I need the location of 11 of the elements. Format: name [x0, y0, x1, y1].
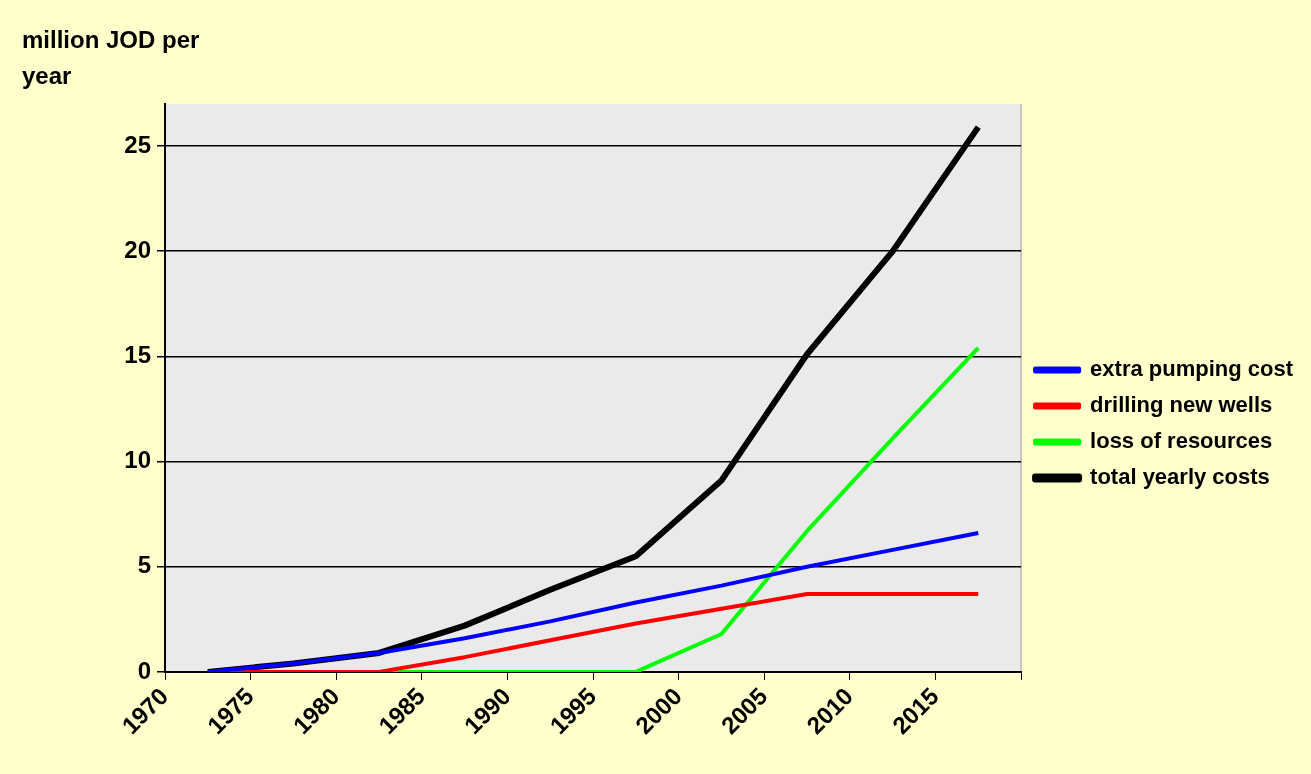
y-tick-label: 15: [124, 341, 151, 369]
legend-label: loss of resources: [1090, 428, 1273, 454]
y-tick-label: 10: [124, 446, 151, 474]
y-axis-title: million JOD per year: [18, 22, 251, 94]
y-tick-label: 5: [137, 551, 151, 579]
y-tick-label: 0: [137, 656, 151, 684]
y-tick-label: 20: [124, 235, 151, 263]
legend-label: drilling new wells: [1090, 392, 1273, 418]
legend-label: total yearly costs: [1090, 464, 1270, 490]
legend-label: extra pumping cost: [1090, 356, 1294, 382]
y-tick-label: 25: [124, 130, 151, 158]
